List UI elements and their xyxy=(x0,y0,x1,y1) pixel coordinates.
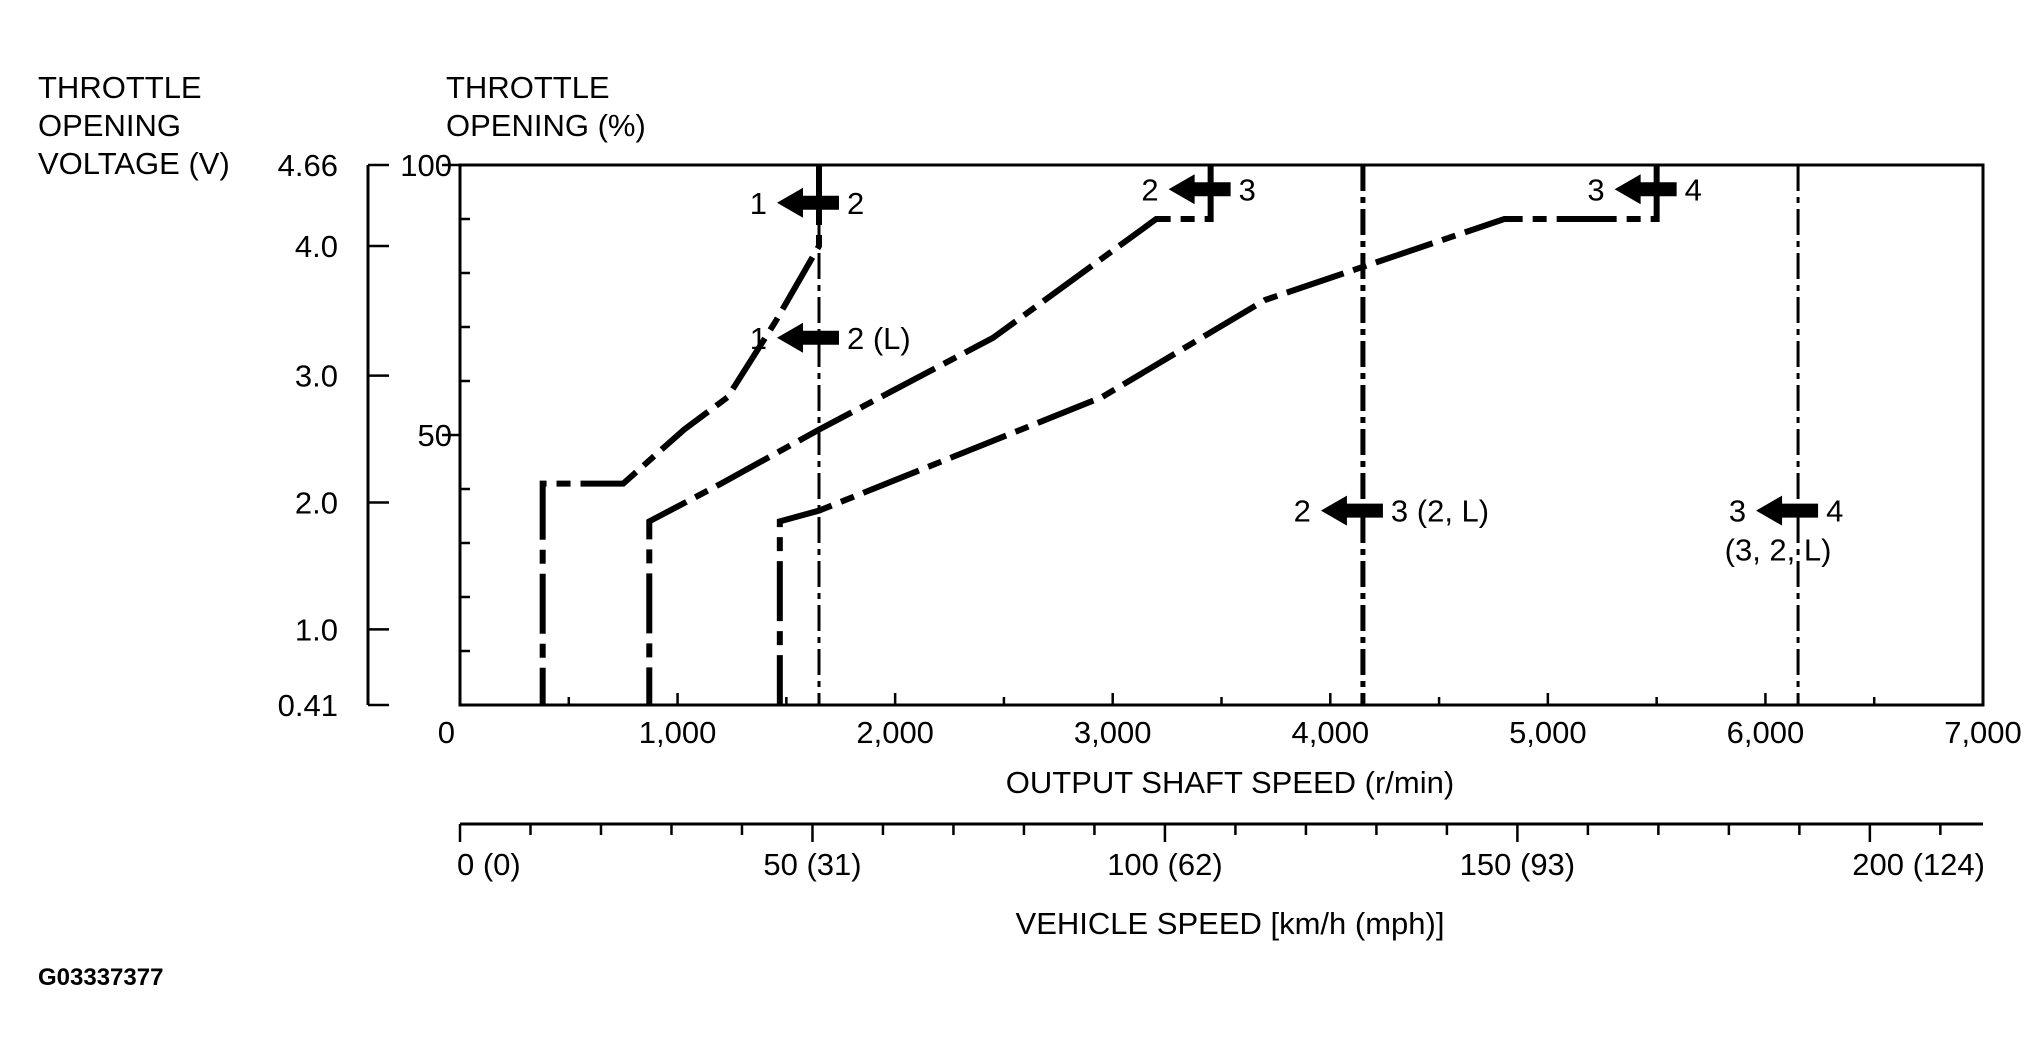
throttle-tick-label: 100 xyxy=(400,148,452,183)
shift-from-gear: 1 xyxy=(750,321,767,356)
voltage-tick-label: 2.0 xyxy=(295,486,338,521)
throttle-axis-ticks: 100 50 xyxy=(400,148,470,653)
shift-from-gear: 3 xyxy=(1729,494,1746,529)
shift-arrow-icon xyxy=(776,322,839,353)
speed-tick-label: 0 (0) xyxy=(457,847,521,882)
voltage-tick-label: 0.41 xyxy=(278,688,338,723)
x-tick-label: 6,000 xyxy=(1727,715,1805,750)
throttle-tick-label: 50 xyxy=(418,418,452,453)
upshift-curve-2-3 xyxy=(646,165,1214,705)
x-tick-label: 5,000 xyxy=(1509,715,1587,750)
throttle-axis-title-line1: THROTTLE xyxy=(446,70,610,105)
shift-from-gear: 2 xyxy=(1141,172,1158,207)
shift-label-3-4: 3 4 (3, 2, L) xyxy=(1725,494,1844,568)
x-axis-title: OUTPUT SHAFT SPEED (r/min) xyxy=(1006,765,1454,800)
shift-from-gear: 1 xyxy=(750,186,767,221)
shift-to-gear: 2 xyxy=(847,186,864,221)
x-tick-label: 3,000 xyxy=(1074,715,1152,750)
shift-from-gear: 2 xyxy=(1294,494,1311,529)
vertical-shift-lines xyxy=(817,165,1800,705)
voltage-axis-title-line1: THROTTLE xyxy=(38,70,202,105)
shift-to-gear: 3 (2, L) xyxy=(1391,494,1489,529)
shift-label-1-2: 1 2 (L) xyxy=(750,321,911,356)
x-tick-label: 0 xyxy=(438,715,455,750)
vehicle-speed-axis-title: VEHICLE SPEED [km/h (mph)] xyxy=(1016,906,1445,941)
plot-frame xyxy=(458,163,1985,707)
shift-label-2-3: 2 3 (2, L) xyxy=(1294,494,1489,529)
shift-to-gear: 2 (L) xyxy=(847,321,911,356)
voltage-tick-label: 4.0 xyxy=(295,229,338,264)
shift-label-second-line: (3, 2, L) xyxy=(1725,533,1832,568)
speed-tick-label: 150 (93) xyxy=(1460,847,1575,882)
speed-tick-label: 200 (124) xyxy=(1852,847,1985,882)
upshift-curve-3-4 xyxy=(776,165,1660,705)
upshift-curves xyxy=(539,165,1660,705)
x-tick-label: 2,000 xyxy=(856,715,934,750)
voltage-axis-title-line3: VOLTAGE (V) xyxy=(38,146,230,181)
shift-to-gear: 4 xyxy=(1826,494,1843,529)
voltage-tick-label: 4.66 xyxy=(278,148,338,183)
speed-tick-label: 100 (62) xyxy=(1107,847,1222,882)
speed-tick-label: 50 (31) xyxy=(763,847,861,882)
x-tick-label: 4,000 xyxy=(1291,715,1369,750)
voltage-tick-label: 1.0 xyxy=(295,612,338,647)
x-axis-ticks: 0 1,000 2,000 3,000 4,000 5,000 6,000 7,000 xyxy=(438,693,2022,750)
shift-arrow-icon xyxy=(1320,495,1383,526)
shift-to-gear: 4 xyxy=(1685,172,1702,207)
vehicle-speed-axis-ticks: 0 (0) 50 (31) 100 (62) 150 (93) 200 (124) xyxy=(457,824,1985,882)
x-tick-label: 1,000 xyxy=(639,715,717,750)
shift-arrow-icon xyxy=(1168,174,1231,205)
shift-arrow-icon xyxy=(1756,495,1819,526)
figure-code: G03337377 xyxy=(38,964,163,991)
shift-from-gear: 3 xyxy=(1587,172,1604,207)
shift-arrow-icon xyxy=(776,187,839,218)
upshift-curve-1-2 xyxy=(539,165,822,705)
voltage-tick-label: 3.0 xyxy=(295,359,338,394)
shift-arrow-icon xyxy=(1614,174,1677,205)
voltage-axis-title-line2: OPENING xyxy=(38,108,181,143)
voltage-axis-ticks: 4.66 4.0 3.0 2.0 1.0 0.41 xyxy=(278,148,389,723)
throttle-axis-title-line2: OPENING (%) xyxy=(446,108,646,143)
x-tick-label: 7,000 xyxy=(1944,715,2022,750)
shift-to-gear: 3 xyxy=(1239,172,1256,207)
shift-point-labels: 1 21 2 (L)2 3 3 42 3 (2, L) 3 4(3, 2, L) xyxy=(750,172,1844,567)
